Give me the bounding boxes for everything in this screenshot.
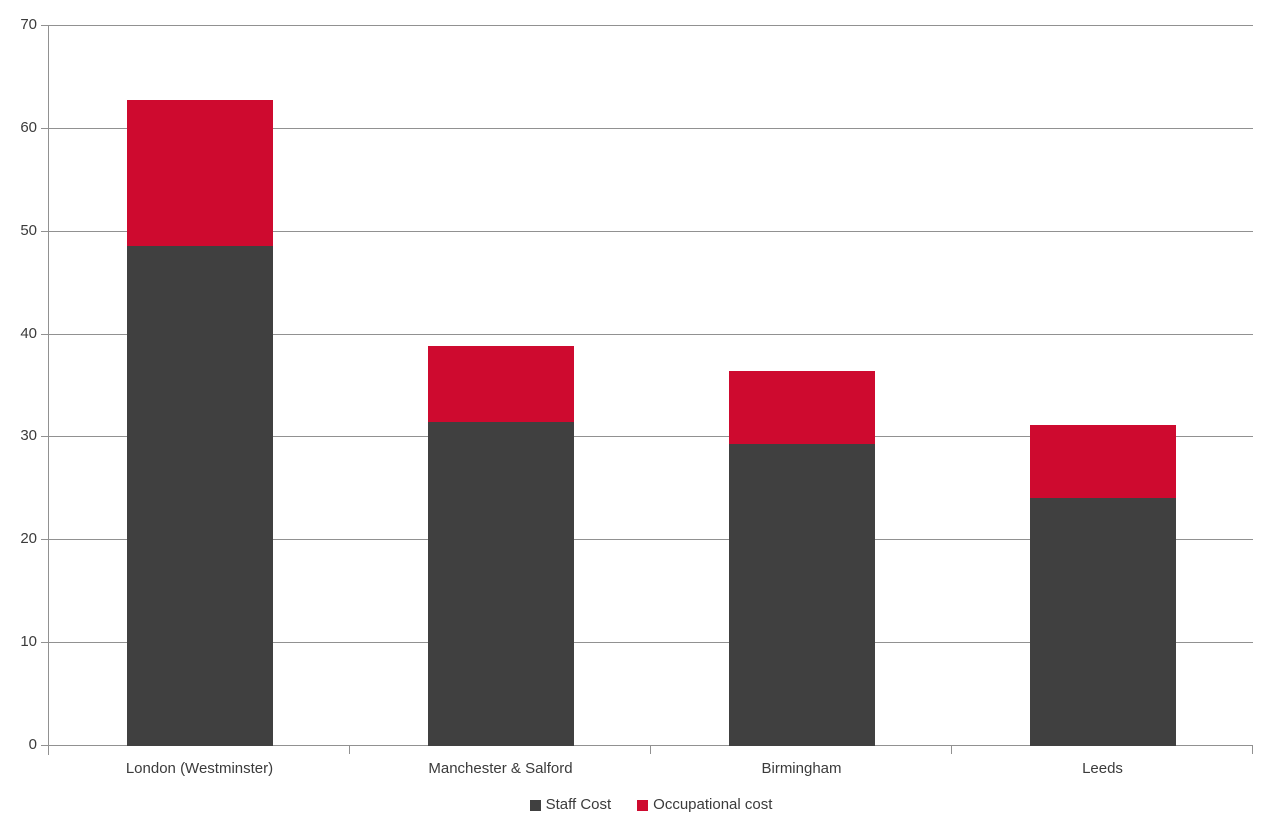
legend-label-staff-cost: Staff Cost [545,796,612,813]
gridline-60 [49,127,1253,129]
bar-segment-staff-cost-1 [126,246,273,746]
y-axis-tick-30 [41,436,49,438]
legend-item-staff-cost: Staff Cost [529,796,612,814]
gridline-20 [49,539,1253,541]
gridline-70 [49,25,1253,26]
y-axis-tick-60 [41,127,49,129]
legend: Staff Cost Occupational cost [49,795,1253,815]
category-label: Birmingham [761,760,842,777]
gridline-40 [49,333,1253,335]
y-axis-tick-label: 70 [20,16,37,33]
y-axis-tick-20 [41,539,49,541]
bar-segment-occupational-cost-1 [126,100,273,247]
gridline-10 [49,642,1253,644]
bar-segment-occupational-cost-4 [1029,425,1176,499]
y-axis-tick-label: 60 [20,118,37,136]
x-axis-tick [1252,746,1253,754]
x-axis-tick [349,746,350,754]
y-axis-line [48,26,49,755]
staff-cost-swatch-icon [529,799,541,811]
x-axis-tick [48,746,49,754]
occupational-cost-swatch-icon [637,799,649,811]
y-axis-tick-0 [41,745,49,746]
y-axis-tick-10 [41,642,49,644]
y-axis-tick-label: 40 [20,324,37,342]
gridline-0 [49,745,1253,746]
x-axis-tick [951,746,952,754]
y-axis-tick-label: 20 [20,530,37,548]
category-label: Leeds [1082,760,1123,777]
legend-label-occupational-cost: Occupational cost [653,796,773,813]
bar-segment-staff-cost-2 [427,422,574,746]
gridline-50 [49,230,1253,232]
bar-segment-occupational-cost-3 [728,370,875,444]
y-axis-tick-70 [41,25,49,26]
bar-segment-occupational-cost-2 [427,345,574,422]
y-axis-tick-40 [41,333,49,335]
y-axis-tick-label: 0 [28,736,37,753]
y-axis-tick-label: 50 [20,221,37,239]
y-axis-tick-label: 10 [20,633,37,651]
category-label: London (Westminster) [125,760,274,777]
y-axis-tick-label: 30 [20,427,37,445]
bar-segment-staff-cost-4 [1029,498,1176,746]
gridline-30 [49,436,1253,438]
bar-segment-staff-cost-3 [728,443,875,746]
y-axis-tick-50 [41,230,49,232]
category-label: Manchester & Salford [428,760,573,777]
legend-item-occupational-cost: Occupational cost [637,796,772,814]
x-axis-tick [650,746,651,754]
